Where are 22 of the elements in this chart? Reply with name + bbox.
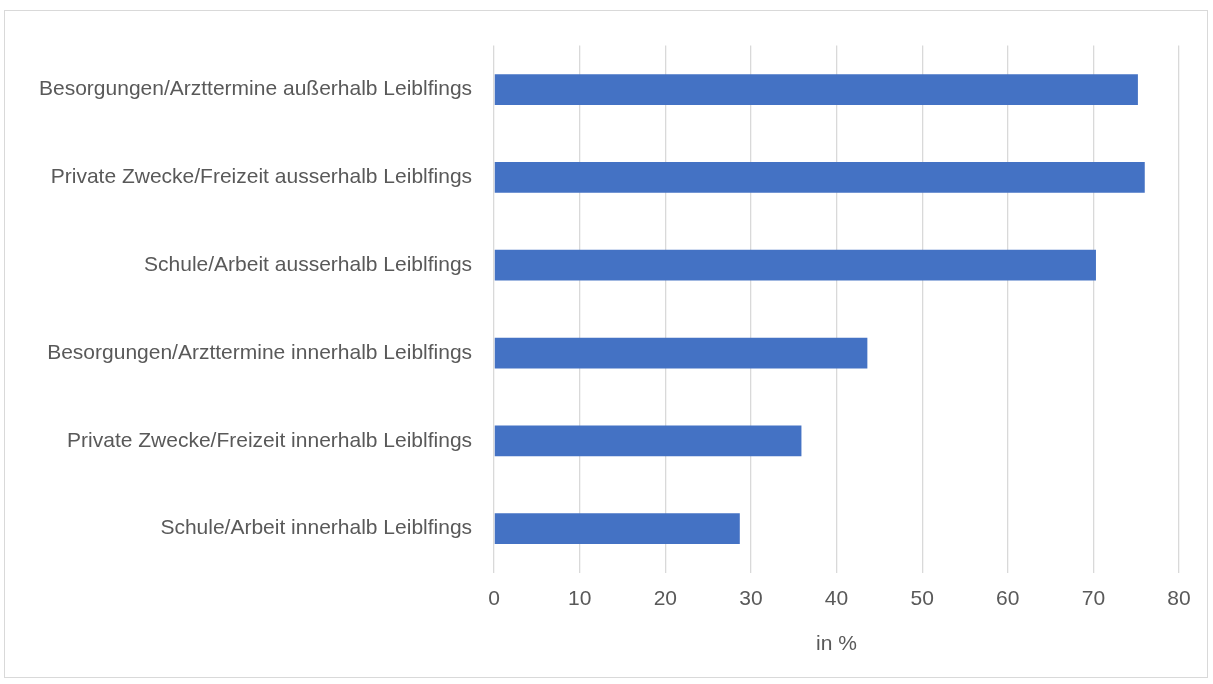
y-tick-label: Private Zwecke/Freizeit innerhalb Leiblfings [67,427,473,451]
bar [494,161,1145,193]
y-tick-label: Schule/Arbeit ausserhalb Leiblfings [144,251,473,275]
bar [494,513,740,545]
y-tick-label: Besorgungen/Arzttermine außerhalb Leiblfings [38,76,473,100]
bar [494,74,1138,105]
x-axis-title: in % [816,631,857,655]
x-tick-label: 80 [1167,586,1191,609]
bar [494,337,868,369]
x-tick-label: 50 [910,586,934,609]
y-tick-label: Besorgungen/Arzttermine innerhalb Leiblfings [47,339,473,363]
x-tick-label: 20 [653,586,677,609]
bar [494,425,802,457]
x-tick-label: 40 [824,586,849,609]
y-tick-label: Private Zwecke/Freizeit ausserhalb Leiblfings [50,164,473,188]
x-tick-label: 70 [1081,586,1106,609]
x-tick-label: 60 [996,586,1020,609]
x-tick-label: 10 [568,586,592,609]
x-tick-label: 0 [488,586,500,609]
x-tick-label: 30 [739,586,763,609]
y-tick-label: Schule/Arbeit innerhalb Leiblfings [160,515,473,539]
bar [494,249,1096,281]
